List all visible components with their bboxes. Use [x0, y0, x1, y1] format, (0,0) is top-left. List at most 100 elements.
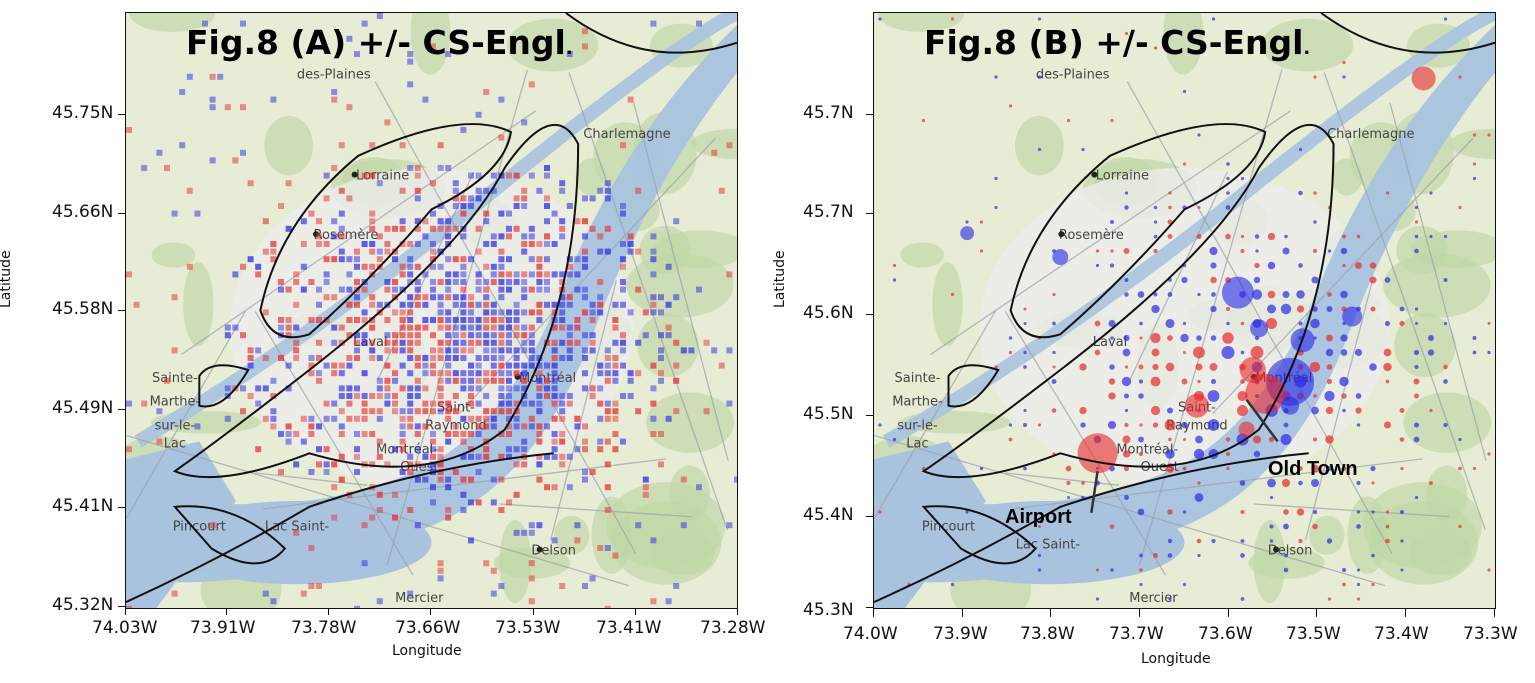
grid-cell [452, 347, 459, 354]
grid-cell [498, 279, 505, 285]
grid-cell [369, 294, 376, 301]
data-point [1326, 334, 1333, 342]
grid-cell [513, 400, 520, 407]
grid-cell [551, 453, 558, 460]
grid-cell [255, 446, 262, 453]
data-point [1051, 408, 1057, 413]
grid-cell [506, 225, 512, 232]
contour-pincourt [921, 505, 1037, 565]
grid-cell [323, 279, 330, 285]
grid-cell [696, 286, 702, 293]
grid-cell [498, 317, 505, 323]
grid-cell [293, 324, 300, 331]
grid-cell [262, 415, 269, 422]
data-point [1413, 349, 1420, 356]
data-point [1240, 176, 1245, 181]
data-point [1443, 278, 1448, 282]
grid-cell [536, 400, 543, 407]
place-label: Delson [1268, 543, 1313, 558]
grid-cell [589, 575, 596, 582]
y-axis-title: Latitude [0, 250, 14, 308]
grid-cell [126, 605, 132, 608]
grid-cell [300, 590, 307, 597]
grid-cell [437, 355, 444, 361]
grid-cell [528, 522, 535, 529]
x-tick-label: 73.66W [395, 618, 461, 638]
grid-cell [566, 347, 573, 354]
annotation-old-town: Old Town [1268, 458, 1358, 480]
grid-cell [650, 301, 657, 308]
grid-cell [338, 453, 345, 460]
grid-cell [392, 400, 398, 407]
grid-cell [506, 385, 512, 392]
grid-cell [498, 294, 505, 301]
grid-cell [460, 286, 467, 293]
grid-cell [399, 225, 406, 232]
grid-cell [475, 195, 482, 202]
y-tick-label: 45.32N [52, 595, 114, 615]
grid-cell [483, 347, 490, 354]
data-point [965, 220, 969, 224]
grid-cell [452, 225, 459, 232]
grid-cell [566, 400, 573, 407]
grid-cell [186, 263, 193, 270]
grid-cell [308, 279, 315, 285]
grid-cell [270, 423, 277, 430]
grid-cell [414, 294, 421, 301]
grid-cell [597, 446, 604, 453]
grid-cell [673, 408, 680, 415]
grid-cell [536, 362, 543, 369]
data-point [1123, 465, 1130, 472]
grid-cell [407, 301, 414, 308]
grid-cell [369, 218, 376, 225]
grid-cell [566, 324, 573, 331]
grid-cell [430, 210, 436, 217]
grid-cell [475, 187, 482, 194]
grid-cell [422, 218, 429, 225]
grid-cell [331, 165, 338, 171]
data-point [1182, 582, 1187, 587]
grid-cell [559, 400, 566, 407]
grid-cell [635, 408, 642, 415]
data-point [878, 510, 882, 514]
grid-cell [369, 301, 376, 308]
data-point [1239, 480, 1246, 486]
grid-cell [612, 301, 619, 308]
grid-cell [399, 187, 406, 194]
grid-cell [597, 279, 604, 285]
grid-cell [650, 20, 657, 27]
grid-cell [399, 241, 406, 247]
grid-cell [559, 218, 566, 225]
grid-cell [521, 324, 528, 331]
data-point [1182, 162, 1187, 166]
grid-cell [361, 370, 368, 377]
data-point [950, 582, 955, 587]
grid-cell [650, 271, 657, 278]
grid-cell [308, 545, 315, 551]
grid-cell [658, 332, 664, 339]
grid-cell [521, 377, 528, 384]
grid-cell [544, 233, 550, 240]
data-point [1193, 448, 1205, 460]
grid-cell [582, 195, 588, 202]
grid-cell [589, 347, 596, 354]
grid-cell [498, 233, 505, 240]
grid-cell [468, 324, 474, 331]
grid-cell [346, 256, 353, 263]
grid-cell [513, 491, 520, 498]
grid-cell [369, 210, 376, 217]
grid-cell [544, 484, 550, 491]
grid-cell [559, 461, 566, 468]
data-point [1342, 263, 1346, 268]
grid-cell [232, 271, 239, 278]
grid-cell [506, 362, 512, 369]
data-point [1311, 406, 1319, 415]
data-point [1327, 249, 1332, 253]
data-point [1168, 597, 1172, 601]
grid-cell [430, 461, 436, 468]
data-point [1182, 89, 1187, 94]
grid-cell [620, 347, 626, 354]
grid-cell [278, 469, 284, 475]
data-point [1123, 248, 1130, 254]
data-point [1414, 364, 1419, 370]
